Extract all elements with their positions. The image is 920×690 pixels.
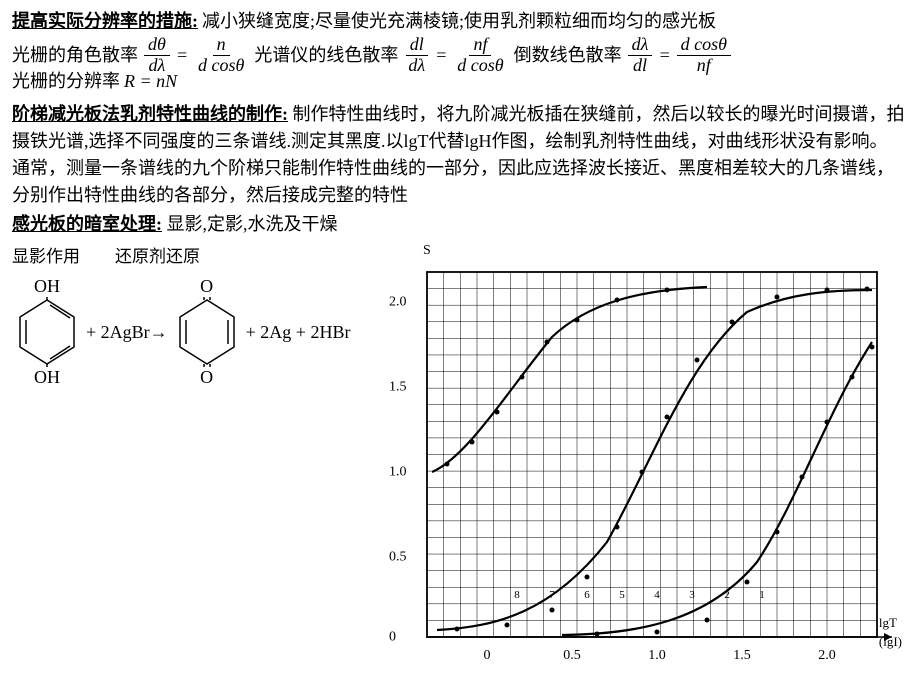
darkroom-text: 显影,定影,水洗及干燥 bbox=[167, 214, 338, 234]
y-tick: 2.0 bbox=[389, 291, 407, 312]
x-tick: 0 bbox=[484, 645, 491, 666]
y-tick: 0.5 bbox=[389, 546, 407, 567]
y-tick: 1.0 bbox=[389, 461, 407, 482]
lower-area: 显影作用 还原剂还原 OH OH + 2AgBr→ O bbox=[12, 242, 908, 672]
inner-tick: 1 bbox=[759, 587, 765, 604]
characteristic-curve-chart: S lgT (lgI) 2.01.51.00.5000.51.01.52.087… bbox=[377, 242, 897, 672]
chem-reaction: OH OH + 2AgBr→ O bbox=[12, 279, 377, 385]
frac-dcos-nf: d cosθ nf bbox=[677, 35, 731, 76]
chem-reagent: + 2AgBr→ bbox=[86, 319, 168, 346]
inner-tick: 8 bbox=[514, 587, 520, 604]
measures-heading: 提高实际分辨率的措施: bbox=[12, 8, 198, 35]
y-tick: 0 bbox=[389, 626, 396, 647]
formula-r-nn: R = nN bbox=[124, 68, 177, 95]
inner-tick: 5 bbox=[619, 587, 625, 604]
x-tick: 1.5 bbox=[733, 645, 751, 666]
measures-text: 减小狭缝宽度;尽量使光充满棱镜;使用乳剂颗粒细而均匀的感光板 bbox=[202, 8, 716, 35]
x-axis-label: lgT (lgI) bbox=[879, 613, 902, 652]
quinone-structure: O O bbox=[176, 297, 238, 367]
chem-labels: 显影作用 还原剂还原 bbox=[12, 244, 377, 270]
measures-line: 提高实际分辨率的措施: 减小狭缝宽度;尽量使光充满棱镜;使用乳剂颗粒细而均匀的感… bbox=[12, 8, 908, 35]
frac-n-dcos: n d cosθ bbox=[194, 35, 248, 76]
inner-tick: 2 bbox=[724, 587, 730, 604]
darkroom-heading: 感光板的暗室处理: bbox=[12, 214, 162, 234]
label-reciprocal-dispersion: 倒数线色散率 bbox=[514, 42, 622, 69]
chem-label-1: 显影作用 bbox=[12, 244, 80, 270]
inner-tick: 6 bbox=[584, 587, 590, 604]
label-linear-dispersion: 光谱仪的线色散率 bbox=[254, 42, 398, 69]
inner-tick: 4 bbox=[654, 587, 660, 604]
inner-tick: 3 bbox=[689, 587, 695, 604]
x-tick: 1.0 bbox=[648, 645, 666, 666]
section-step-wedge: 阶梯减光板法乳剂特性曲线的制作: 制作特性曲线时，将九阶减光板插在狭缝前，然后以… bbox=[12, 101, 908, 209]
chemistry-column: 显影作用 还原剂还原 OH OH + 2AgBr→ O bbox=[12, 242, 377, 672]
label-angular-dispersion: 光栅的角色散率 bbox=[12, 42, 138, 69]
label-resolution: 光栅的分辨率 bbox=[12, 68, 120, 95]
y-axis-label: S bbox=[423, 240, 431, 261]
chem-products: + 2Ag + 2HBr bbox=[246, 319, 351, 346]
chart-column: S lgT (lgI) 2.0 1.5 1.0 0.5 0 0 0.5 1.0 1.5 2.0 8 7… bbox=[377, 242, 908, 672]
step-wedge-heading: 阶梯减光板法乳剂特性曲线的制作: bbox=[12, 104, 288, 124]
frac-dl-dlambda: dl dλ bbox=[404, 35, 429, 76]
frac-dlambda-dl: dλ dl bbox=[628, 35, 653, 76]
chart-svg bbox=[377, 242, 897, 672]
section-darkroom: 感光板的暗室处理: 显影,定影,水洗及干燥 bbox=[12, 211, 908, 238]
hydroquinone-structure: OH OH bbox=[16, 297, 78, 367]
y-tick: 1.5 bbox=[389, 376, 407, 397]
x-tick: 2.0 bbox=[818, 645, 836, 666]
chem-label-2: 还原剂还原 bbox=[115, 244, 200, 270]
inner-tick: 7 bbox=[549, 587, 555, 604]
x-tick: 0.5 bbox=[563, 645, 581, 666]
frac-nf-dcos: nf d cosθ bbox=[453, 35, 507, 76]
